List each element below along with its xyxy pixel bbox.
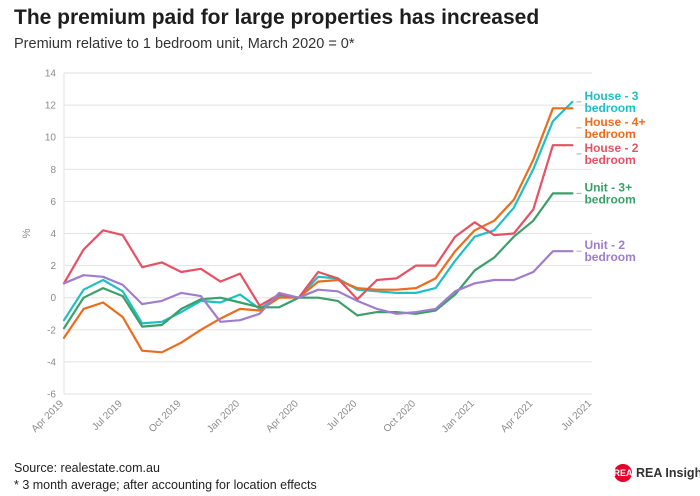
series-label: bedroom bbox=[584, 192, 635, 206]
y-axis-label: % bbox=[21, 228, 33, 238]
x-tick-label: Jul 2020 bbox=[325, 398, 360, 433]
series-label: House - 2 bbox=[584, 141, 638, 155]
series-label: bedroom bbox=[584, 127, 635, 141]
series-line bbox=[62, 144, 574, 307]
x-tick-label: Jan 2021 bbox=[440, 398, 477, 435]
y-axis-ticks: -6 -4 -2 0 2 4 6 8 10 12 14 bbox=[45, 69, 57, 401]
x-tick-label: Jan 2020 bbox=[205, 398, 242, 435]
y-tick-label: -6 bbox=[47, 390, 56, 401]
series-label: bedroom bbox=[584, 250, 635, 264]
logo-mark-icon: REA bbox=[614, 464, 633, 482]
series-label: House - 3 bbox=[584, 89, 638, 103]
y-tick-label: -4 bbox=[47, 357, 56, 368]
y-tick-label: 14 bbox=[45, 69, 57, 80]
x-tick-label: Apr 2020 bbox=[264, 398, 301, 435]
series-line bbox=[62, 192, 574, 330]
chart-subtitle: Premium relative to 1 bedroom unit, Marc… bbox=[14, 36, 355, 52]
x-tick-label: Jul 2021 bbox=[560, 398, 595, 433]
x-tick-label: Apr 2019 bbox=[30, 398, 67, 435]
rea-insights-logo: REA REA Insights bbox=[614, 464, 700, 482]
series-label: bedroom bbox=[584, 153, 635, 167]
y-tick-label: 6 bbox=[50, 197, 56, 208]
line-chart: -6 -4 -2 0 2 4 6 8 10 12 14 Apr 2019 Jul 2019 Oct 20… bbox=[21, 69, 645, 436]
series-label: Unit - 3+ bbox=[584, 180, 632, 194]
source-note: Source: realestate.com.au bbox=[14, 461, 160, 475]
logo-text: REA Insights bbox=[636, 466, 700, 480]
x-axis-ticks: Apr 2019 Jul 2019 Oct 2019 Jan 2020 Apr 2020… bbox=[30, 398, 595, 435]
y-tick-label: 10 bbox=[45, 133, 57, 144]
series-line bbox=[62, 250, 574, 323]
x-tick-label: Oct 2020 bbox=[382, 398, 419, 435]
y-tick-label: 8 bbox=[50, 165, 56, 176]
y-tick-label: -2 bbox=[47, 325, 56, 336]
footnote: * 3 month average; after accounting for … bbox=[14, 478, 317, 492]
series-label: House - 4+ bbox=[584, 115, 645, 129]
x-tick-label: Apr 2021 bbox=[499, 398, 536, 435]
chart-title: The premium paid for large properties ha… bbox=[14, 6, 540, 29]
x-tick-label: Oct 2019 bbox=[147, 398, 184, 435]
y-tick-label: 2 bbox=[50, 261, 56, 272]
x-tick-label: Jul 2019 bbox=[90, 398, 125, 433]
series-label: bedroom bbox=[584, 101, 635, 115]
series-lines bbox=[62, 100, 574, 354]
gridlines bbox=[63, 72, 592, 395]
y-tick-label: 4 bbox=[50, 229, 56, 240]
y-tick-label: 0 bbox=[50, 293, 56, 304]
y-tick-label: 12 bbox=[45, 101, 57, 112]
series-line bbox=[62, 107, 574, 354]
series-label: Unit - 2 bbox=[584, 238, 625, 252]
series-line bbox=[62, 100, 574, 325]
